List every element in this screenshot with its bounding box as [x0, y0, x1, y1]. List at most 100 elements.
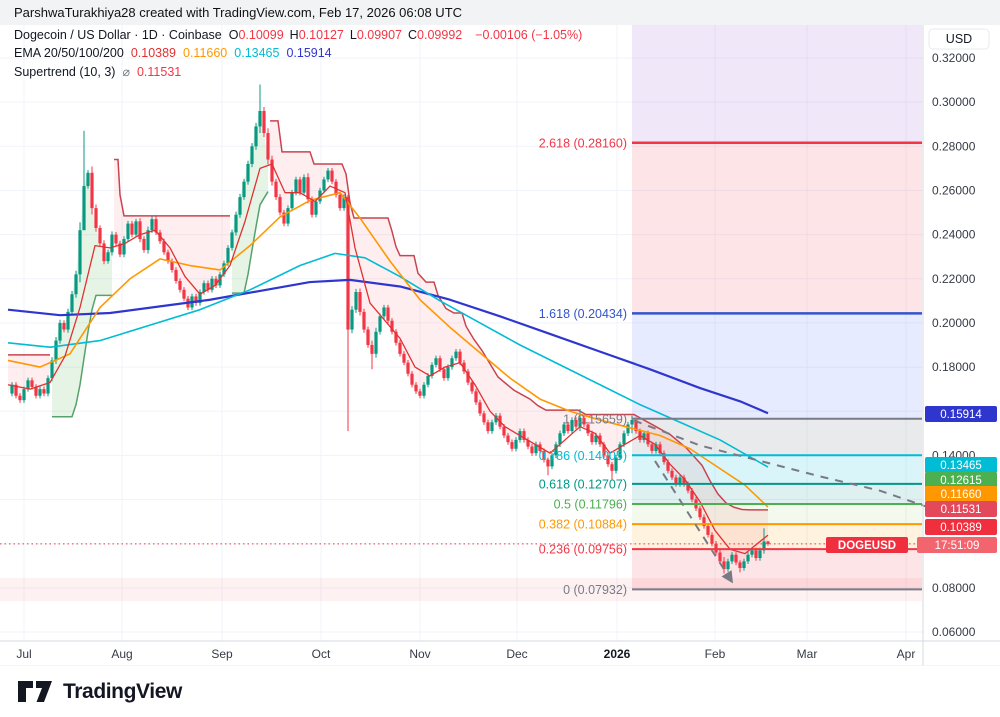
- candle: [662, 453, 666, 463]
- fib-label: 1.618 (0.20434): [539, 307, 627, 321]
- candle: [698, 508, 702, 518]
- candle: [298, 179, 302, 193]
- candle: [710, 534, 714, 544]
- candle: [138, 221, 142, 240]
- ohlc-values: O0.10099 H0.10127 L0.09907 C0.09992: [229, 28, 469, 42]
- candle: [194, 296, 198, 304]
- candle: [350, 309, 354, 330]
- candle: [466, 371, 470, 383]
- candle: [86, 172, 90, 187]
- candle: [38, 389, 42, 396]
- price-axis-badge: [925, 406, 997, 422]
- candle: [306, 177, 310, 200]
- candle: [654, 444, 658, 451]
- price-axis-label: 0.20000: [932, 316, 976, 330]
- supertrend-line: [114, 158, 230, 217]
- candle: [586, 424, 590, 434]
- candle: [178, 280, 182, 290]
- candle: [754, 550, 758, 559]
- candle: [558, 433, 562, 445]
- tradingview-logo-link[interactable]: TradingView: [18, 680, 182, 704]
- legend-ema-row[interactable]: EMA 20/50/100/200 0.10389 0.11660 0.13465 0…: [14, 46, 582, 64]
- ohlc-o: O0.10099: [228, 28, 284, 42]
- price-axis-badge: [925, 501, 997, 517]
- price-axis-label: 0.30000: [932, 95, 976, 109]
- candle: [354, 292, 358, 310]
- candle: [414, 384, 418, 392]
- candle: [422, 384, 426, 396]
- month-label-dec: Dec: [506, 647, 527, 661]
- candle: [358, 292, 362, 312]
- candle: [266, 133, 270, 160]
- price-axis-label: 0.22000: [932, 272, 976, 286]
- candle: [546, 459, 550, 467]
- symbol-title: Dogecoin / US Dollar · 1D · Coinbase: [14, 28, 222, 42]
- month-label-apr: Apr: [897, 647, 916, 661]
- ohlc-h: H0.10127: [289, 28, 344, 42]
- candle: [426, 375, 430, 385]
- candle: [218, 274, 222, 286]
- candle: [718, 552, 722, 562]
- candle: [750, 550, 754, 555]
- candle: [390, 320, 394, 332]
- dogeusd-badge-text: DOGEUSD: [838, 540, 896, 552]
- candle: [302, 177, 306, 193]
- candle: [730, 554, 734, 562]
- candle: [442, 369, 446, 379]
- candle: [290, 192, 294, 209]
- trendline-dashed[interactable]: [654, 460, 734, 584]
- price-axis-badge: [925, 486, 997, 502]
- legend-symbol-row[interactable]: Dogecoin / US Dollar · 1D · Coinbase O0.…: [14, 28, 582, 46]
- candle: [330, 170, 334, 182]
- candle: [470, 382, 474, 392]
- candle: [526, 439, 530, 447]
- candle: [550, 455, 554, 467]
- fib-label: 0.236 (0.09756): [539, 543, 627, 557]
- candle: [622, 433, 626, 445]
- candle: [98, 227, 102, 244]
- ema-value-1: 0.11660: [183, 46, 228, 60]
- candle: [110, 234, 114, 253]
- legend-supertrend-row[interactable]: Supertrend (10, 3) ⌀ 0.11531: [14, 64, 582, 82]
- candle: [94, 208, 98, 228]
- fib-label: 0.382 (0.10884): [539, 518, 627, 532]
- ema-value-2: 0.13465: [234, 46, 280, 60]
- fib-label: 1 (0.15659): [563, 412, 627, 426]
- candle: [418, 391, 422, 396]
- candle: [474, 391, 478, 403]
- supertrend-value: 0.11531: [136, 65, 182, 79]
- candle: [490, 422, 494, 432]
- candle: [10, 384, 14, 394]
- candle: [666, 462, 670, 471]
- candle: [370, 345, 374, 354]
- usd-currency-box: [928, 28, 990, 50]
- candle: [374, 331, 378, 354]
- candle: [570, 420, 574, 432]
- candle: [34, 386, 38, 396]
- candle: [310, 199, 314, 215]
- candle: [26, 380, 30, 390]
- time-axis[interactable]: [0, 641, 1000, 666]
- price-axis-badge-text: 0.10389: [940, 522, 982, 534]
- ema-value-3: 0.15914: [286, 46, 332, 60]
- ema-line-ema-200: [7, 278, 769, 415]
- candle: [734, 554, 738, 563]
- candle: [486, 422, 490, 432]
- candle: [278, 197, 282, 213]
- dogeusd-price-badge: [826, 537, 908, 553]
- ema-line-ema-100: [7, 252, 769, 468]
- chart-legend: Dogecoin / US Dollar · 1D · Coinbase O0.…: [14, 28, 582, 82]
- candle: [254, 126, 258, 147]
- countdown-badge: [917, 537, 997, 553]
- candle: [566, 424, 570, 432]
- candle: [602, 444, 606, 456]
- ema-line-ema-50: [7, 191, 769, 508]
- candle: [166, 252, 170, 262]
- candle: [246, 163, 250, 182]
- price-axis-badge-text: 0.11531: [941, 504, 982, 516]
- candle: [530, 446, 534, 454]
- candle: [142, 239, 146, 251]
- candle: [238, 197, 242, 215]
- candle: [458, 351, 462, 363]
